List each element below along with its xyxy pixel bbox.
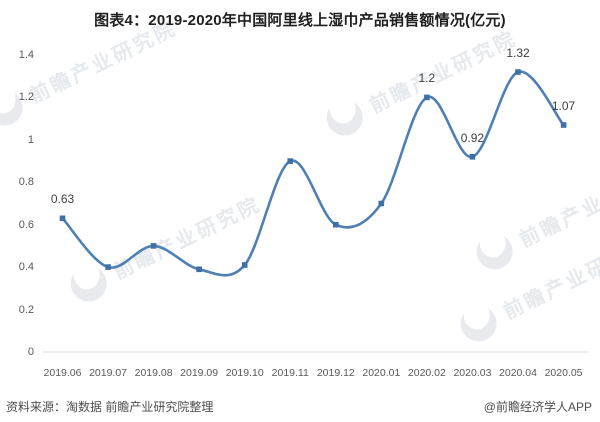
data-label-2019.06: 0.63 <box>50 192 75 207</box>
data-label-2020.05: 1.07 <box>551 99 576 113</box>
y-tick-0.6: 0.6 <box>18 218 34 231</box>
data-point-marker-2020.03 <box>469 154 476 160</box>
data-label-2020.02: 1.2 <box>418 71 436 86</box>
data-point-marker-2019.12 <box>333 221 339 228</box>
x-tick-2019.06: 2019.06 <box>43 367 82 379</box>
x-tick-2019.10: 2019.10 <box>225 367 264 379</box>
x-tick-2019.12: 2019.12 <box>316 367 355 379</box>
y-tick-0: 0 <box>27 346 34 358</box>
data-point-marker-2019.07 <box>105 264 111 270</box>
data-point-marker-2019.08 <box>150 243 157 249</box>
y-tick-1.4: 1.4 <box>18 49 34 61</box>
y-tick-0.2: 0.2 <box>18 303 34 316</box>
data-point-marker-2019.10 <box>241 262 248 268</box>
credit-note: @前瞻经济学人APP <box>483 400 592 414</box>
x-tick-2020.03: 2020.03 <box>453 367 492 379</box>
data-point-marker-2020.02 <box>424 94 430 101</box>
data-point-marker-2020.05 <box>560 122 567 128</box>
y-tick-0.8: 0.8 <box>18 176 34 189</box>
y-tick-0.4: 0.4 <box>18 261 34 274</box>
data-point-marker-2020.04 <box>515 69 521 75</box>
sales-line-series <box>61 70 565 277</box>
x-tick-2020.01: 2020.01 <box>362 367 401 379</box>
x-tick-2019.09: 2019.09 <box>180 367 219 379</box>
y-tick-1: 1 <box>27 133 34 146</box>
data-label-2020.04: 1.32 <box>506 45 530 60</box>
data-point-marker-2019.11 <box>287 158 293 164</box>
data-point-marker-2020.01 <box>378 200 385 207</box>
data-point-marker-2019.09 <box>196 266 202 273</box>
x-tick-2019.07: 2019.07 <box>89 367 128 379</box>
source-note: 资料来源：淘数据 前瞻产业研究院整理 <box>6 400 214 414</box>
chart-footer: 资料来源：淘数据 前瞻产业研究院整理 @前瞻经济学人APP <box>0 398 600 415</box>
x-tick-2020.04: 2020.04 <box>499 367 537 379</box>
data-point-marker-2019.06 <box>59 215 66 222</box>
x-tick-2019.08: 2019.08 <box>134 367 173 379</box>
x-tick-2020.02: 2020.02 <box>407 367 446 379</box>
y-tick-1.2: 1.2 <box>18 91 34 104</box>
x-tick-2020.05: 2020.05 <box>544 367 583 379</box>
data-label-2020.03: 0.92 <box>460 130 485 145</box>
x-tick-2019.11: 2019.11 <box>271 367 309 379</box>
chart-title: 图表4：2019-2020年中国阿里线上湿巾产品销售额情况(亿元) <box>94 12 506 29</box>
